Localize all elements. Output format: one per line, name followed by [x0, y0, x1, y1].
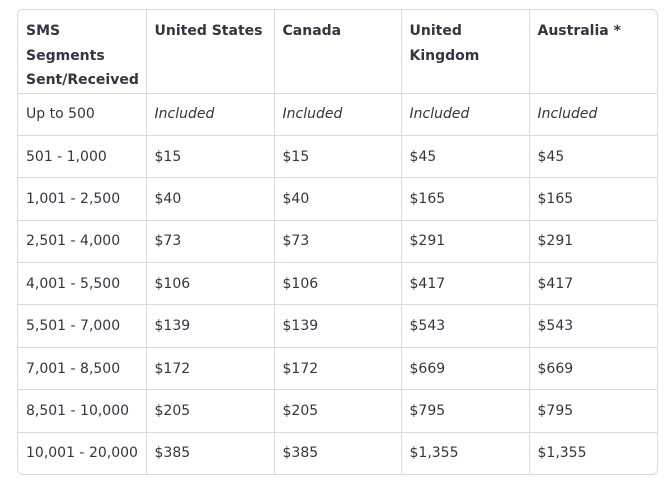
segment-range-cell: 1,001 - 2,500	[18, 177, 147, 221]
header-united-kingdom: United Kingdom	[401, 10, 530, 94]
price-cell-uk: $45	[401, 135, 530, 179]
price-cell-us: $172	[146, 347, 275, 391]
table-row: 10,001 - 20,000 $385 $385 $1,355 $1,355	[18, 432, 657, 475]
price-cell-uk: $1,355	[401, 432, 530, 475]
price-cell-australia: Included	[529, 93, 657, 136]
header-canada: Canada	[274, 10, 402, 94]
price-cell-australia: $669	[529, 347, 657, 391]
price-cell-australia: $45	[529, 135, 657, 179]
price-cell-australia: $291	[529, 220, 657, 264]
sms-pricing-table: SMS Segments Sent/Received United States…	[18, 10, 657, 475]
price-cell-australia: $165	[529, 177, 657, 221]
segment-range-cell: 5,501 - 7,000	[18, 304, 147, 348]
price-cell-canada: $385	[274, 432, 402, 475]
price-cell-us: $73	[146, 220, 275, 264]
price-cell-canada: $73	[274, 220, 402, 264]
price-cell-uk: $165	[401, 177, 530, 221]
segment-range-cell: Up to 500	[18, 93, 147, 136]
price-cell-australia: $1,355	[537, 445, 587, 462]
price-cell-uk: Included	[401, 93, 530, 136]
table-row: 4,001 - 5,500 $106 $106 $417 $417	[18, 262, 657, 306]
table-row: Up to 500 Included Included Included Inc…	[18, 93, 657, 136]
header-sms-segments: SMS Segments Sent/Received	[18, 10, 147, 94]
price-cell-us: $106	[146, 262, 275, 306]
price-cell-us: $40	[146, 177, 275, 221]
segment-range-cell: 7,001 - 8,500	[18, 347, 147, 391]
price-cell-uk: $795	[401, 389, 530, 433]
price-cell-us: $15	[146, 135, 275, 179]
price-cell-uk: $543	[401, 304, 530, 348]
price-cell-us: $385	[146, 432, 275, 475]
price-cell-canada: $205	[274, 389, 402, 433]
price-cell-canada: $172	[274, 347, 402, 391]
price-cell-us: $205	[146, 389, 275, 433]
price-cell-canada: $106	[274, 262, 402, 306]
segment-range-cell: 8,501 - 10,000	[18, 389, 147, 433]
table-row: 2,501 - 4,000 $73 $73 $291 $291	[18, 220, 657, 264]
pricing-table-container: SMS Segments Sent/Received United States…	[17, 9, 658, 476]
table-header-row: SMS Segments Sent/Received United States…	[18, 10, 657, 94]
segment-range-cell: 2,501 - 4,000	[18, 220, 147, 264]
header-australia: Australia *	[529, 10, 657, 94]
price-cell-australia: $543	[529, 304, 657, 348]
header-united-states: United States	[146, 10, 275, 94]
price-cell-uk: $291	[401, 220, 530, 264]
table-row: 501 - 1,000 $15 $15 $45 $45	[18, 135, 657, 179]
price-cell-canada: Included	[274, 93, 402, 136]
table-row: 5,501 - 7,000 $139 $139 $543 $543	[18, 304, 657, 348]
price-cell-australia: $795	[529, 389, 657, 433]
table-row: 8,501 - 10,000 $205 $205 $795 $795	[18, 389, 657, 433]
segment-range-cell: 501 - 1,000	[18, 135, 147, 179]
price-cell-canada: $40	[274, 177, 402, 221]
price-cell-canada: $139	[274, 304, 402, 348]
price-cell-us: $139	[146, 304, 275, 348]
price-cell-us: Included	[146, 93, 275, 136]
segment-range-cell: 4,001 - 5,500	[18, 262, 147, 306]
price-cell-uk: $417	[401, 262, 530, 306]
price-cell-canada: $15	[274, 135, 402, 179]
table-row: 7,001 - 8,500 $172 $172 $669 $669	[18, 347, 657, 391]
price-cell-uk: $669	[401, 347, 530, 391]
segment-range-cell: 10,001 - 20,000	[18, 432, 147, 475]
price-cell-australia: $417	[529, 262, 657, 306]
table-row: 1,001 - 2,500 $40 $40 $165 $165	[18, 177, 657, 221]
